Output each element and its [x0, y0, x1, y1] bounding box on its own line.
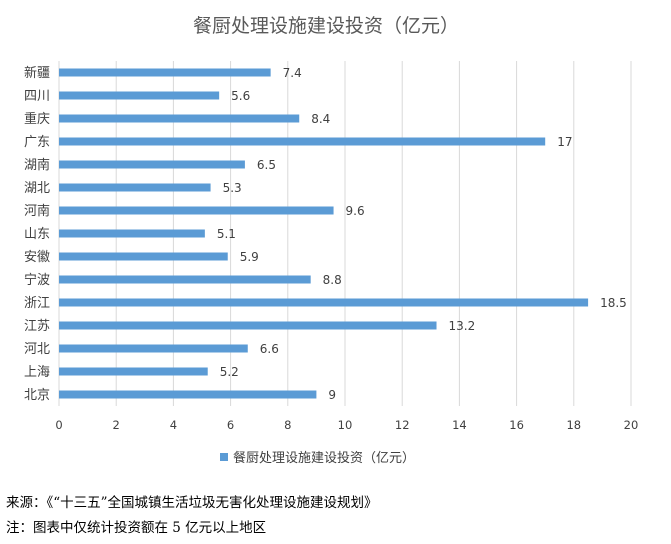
category-label: 重庆 — [24, 111, 50, 127]
legend-label: 餐厨处理设施建设投资（亿元） — [233, 450, 415, 466]
x-tick-label: 6 — [227, 418, 234, 432]
x-tick-label: 16 — [509, 418, 524, 432]
data-label: 5.9 — [240, 250, 259, 264]
category-label: 湖北 — [24, 181, 50, 196]
bar — [59, 252, 228, 261]
data-label: 8.4 — [311, 112, 330, 126]
bar — [59, 298, 589, 307]
category-label: 四川 — [24, 89, 50, 104]
category-label: 河北 — [24, 342, 50, 357]
bar — [59, 114, 300, 123]
data-labels: 7.4 5.6 8.4 17 6.5 5.3 9.6 5.1 5.9 8.8 18.5 13.2 6.6… — [217, 66, 627, 402]
data-label: 6.6 — [260, 342, 279, 356]
data-label: 5.2 — [220, 365, 239, 379]
x-tick-label: 4 — [170, 418, 177, 432]
category-label: 山东 — [24, 227, 50, 242]
category-label: 浙江 — [24, 296, 50, 311]
bar — [59, 367, 208, 376]
category-label: 河南 — [24, 203, 50, 219]
bar — [59, 206, 334, 215]
data-label: 9 — [328, 388, 336, 402]
x-tick-label: 14 — [452, 418, 467, 432]
source-note: 来源：《“十三五”全国城镇生活垃圾无害化处理设施建设规划》 — [6, 495, 378, 511]
data-label: 7.4 — [283, 66, 302, 80]
category-label: 江苏 — [24, 318, 50, 334]
category-label: 广东 — [24, 135, 50, 150]
x-tick-labels: 0 2 4 6 8 10 12 14 16 18 20 — [55, 418, 638, 432]
x-tick-label: 0 — [55, 418, 62, 432]
footnote: 注：图表中仅统计投资额在 5 亿元以上地区 — [6, 520, 267, 536]
x-tick-label: 8 — [284, 418, 291, 432]
category-label: 湖南 — [24, 157, 50, 173]
data-label: 6.5 — [257, 158, 276, 172]
x-tick-label: 18 — [566, 418, 581, 432]
bar — [59, 321, 437, 330]
bars-group — [59, 68, 589, 399]
data-label: 18.5 — [600, 296, 627, 310]
category-label: 安徽 — [24, 250, 50, 265]
legend-swatch — [220, 453, 228, 461]
data-label: 5.6 — [231, 89, 250, 103]
data-label: 8.8 — [323, 273, 342, 287]
bar — [59, 183, 211, 192]
bar — [59, 160, 245, 169]
data-label: 9.6 — [346, 204, 365, 218]
bar — [59, 344, 248, 353]
legend: 餐厨处理设施建设投资（亿元） — [220, 450, 415, 466]
bar — [59, 137, 546, 146]
bar — [59, 91, 220, 100]
data-label: 17 — [557, 135, 572, 149]
bar — [59, 229, 205, 238]
bar — [59, 68, 271, 77]
bar-chart: 餐厨处理设施建设投资（亿元） 新疆四川重庆广东湖南湖北河南山东安徽宁波浙江江苏河… — [24, 15, 638, 466]
data-label: 13.2 — [449, 319, 476, 333]
category-label: 北京 — [24, 388, 50, 403]
x-tick-label: 2 — [113, 418, 120, 432]
x-tick-label: 10 — [338, 418, 353, 432]
x-tick-label: 12 — [395, 418, 410, 432]
category-label: 新疆 — [24, 65, 50, 81]
bar — [59, 275, 311, 284]
data-label: 5.1 — [217, 227, 236, 241]
category-label: 宁波 — [24, 272, 50, 288]
chart-title: 餐厨处理设施建设投资（亿元） — [193, 15, 459, 37]
category-label: 上海 — [24, 365, 50, 380]
x-tick-label: 20 — [624, 418, 639, 432]
bar — [59, 390, 317, 399]
data-label: 5.3 — [223, 181, 242, 195]
